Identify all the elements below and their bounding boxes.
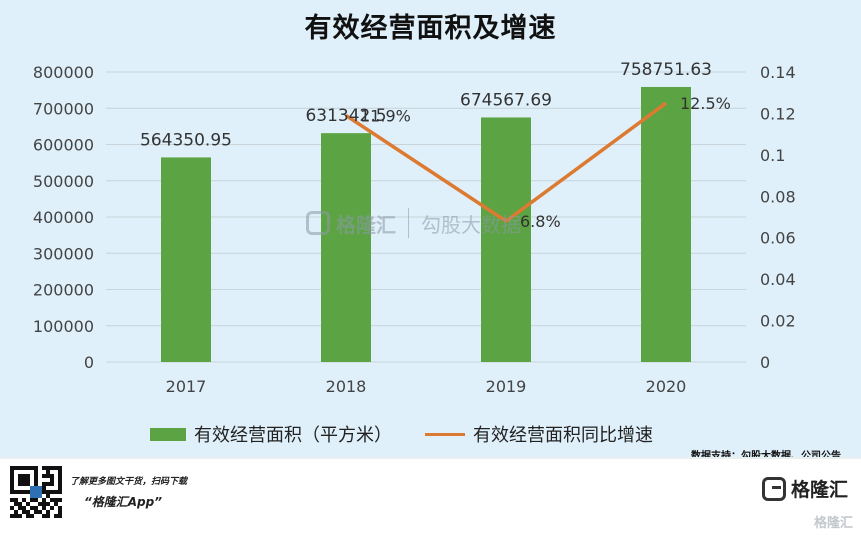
chart-title: 有效经营面积及增速 [304, 13, 557, 44]
watermark-logo-icon [306, 211, 330, 235]
bar [481, 117, 531, 363]
bar-data-label: 674567.69 [460, 90, 552, 110]
bar-data-label: 631342.5 [305, 106, 386, 126]
footer-app-name: “格隆汇App” [84, 495, 162, 509]
data-source: 数据支持：勾股大数据、公司公告 [691, 447, 841, 462]
divider [0, 457, 861, 459]
footer-logo: 格隆汇 [762, 475, 848, 502]
legend-item-bar: 有效经营面积（平方米） [150, 421, 392, 447]
y-right-tick-label: 0.08 [760, 187, 796, 206]
brand-logo-icon [762, 476, 786, 501]
line-data-label: 12.5% [680, 94, 731, 113]
bar-data-label: 758751.63 [620, 60, 712, 80]
chart-legend: 有效经营面积（平方米） 有效经营面积同比增速 [0, 421, 861, 447]
legend-swatch-line [425, 432, 465, 436]
x-tick-label: 2020 [646, 377, 687, 396]
y-right-tick-label: 0.1 [760, 146, 785, 165]
y-right-tick-label: 0.14 [760, 63, 796, 82]
watermark-separator [408, 208, 409, 238]
legend-label-bar: 有效经营面积（平方米） [194, 425, 392, 446]
x-tick-label: 2017 [166, 377, 207, 396]
qr-code-icon[interactable] [10, 466, 62, 518]
x-tick-label: 2019 [486, 377, 527, 396]
y-left-tick-label: 300000 [33, 244, 94, 263]
center-watermark: 格隆汇 勾股大数据 [306, 208, 521, 238]
bar [641, 86, 691, 362]
y-left-tick-label: 600000 [33, 136, 94, 155]
x-tick-label: 2018 [326, 377, 367, 396]
chart-canvas: 0 100000 200000 300000 400000 500000 600000 700… [33, 60, 796, 396]
watermark-site: 勾股大数据 [421, 212, 521, 237]
watermark-brand: 格隆汇 [336, 212, 396, 237]
legend-swatch-bar [150, 427, 186, 441]
legend-item-line: 有效经营面积同比增速 [425, 421, 653, 447]
footer-watermark: 格隆汇 [813, 516, 853, 531]
y-left-tick-label: 400000 [33, 208, 94, 227]
y-right-tick-label: 0.04 [760, 270, 796, 289]
series-line [345, 101, 668, 223]
bar [321, 133, 371, 362]
footer-tagline: 了解更多图文干货，扫码下载 [70, 477, 188, 487]
y-left-tick-label: 100000 [33, 317, 94, 336]
bar-data-label: 564350.95 [140, 130, 232, 150]
y-right-tick-label: 0.02 [760, 312, 796, 331]
y-right-tick-label: 0.06 [760, 229, 796, 248]
footer-logo-text: 格隆汇 [791, 479, 849, 501]
bar [161, 157, 211, 362]
y-left-tick-label: 0 [84, 353, 94, 372]
line-data-label: 6.8% [520, 212, 561, 231]
y-left-tick-label: 200000 [33, 281, 94, 300]
footer: 了解更多图文干货，扫码下载 “格隆汇App” 格隆汇 格隆汇 [0, 459, 861, 535]
y-left-tick-label: 700000 [33, 99, 94, 118]
y-right-tick-label: 0.12 [760, 104, 796, 123]
y-left-tick-label: 500000 [33, 172, 94, 191]
y-left-tick-label: 800000 [33, 63, 94, 82]
y-right-tick-label: 0 [760, 353, 770, 372]
legend-label-line: 有效经营面积同比增速 [473, 425, 653, 446]
line-data-label: 11.9% [360, 107, 411, 126]
